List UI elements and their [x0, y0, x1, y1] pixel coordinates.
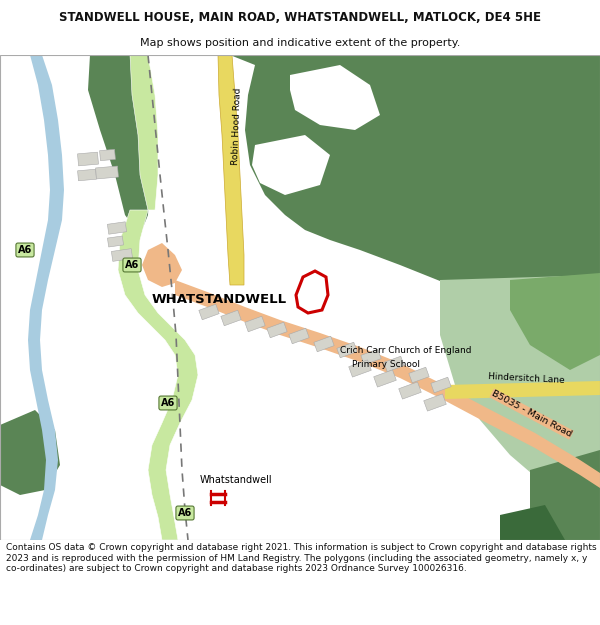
- Polygon shape: [440, 275, 600, 495]
- Polygon shape: [349, 360, 371, 377]
- Polygon shape: [88, 55, 150, 235]
- Text: Crich Carr Church of England: Crich Carr Church of England: [340, 346, 472, 355]
- Polygon shape: [245, 316, 265, 332]
- Polygon shape: [290, 65, 380, 130]
- Polygon shape: [510, 273, 600, 370]
- Polygon shape: [374, 370, 396, 387]
- Text: Contains OS data © Crown copyright and database right 2021. This information is : Contains OS data © Crown copyright and d…: [6, 543, 596, 573]
- Polygon shape: [337, 342, 357, 357]
- Polygon shape: [0, 410, 60, 495]
- Text: A6: A6: [125, 260, 139, 270]
- Polygon shape: [221, 310, 241, 326]
- Polygon shape: [77, 169, 97, 181]
- Polygon shape: [28, 55, 64, 540]
- Polygon shape: [289, 328, 309, 344]
- Polygon shape: [230, 55, 600, 385]
- Polygon shape: [142, 243, 182, 287]
- Polygon shape: [399, 382, 421, 399]
- Polygon shape: [199, 304, 219, 320]
- Polygon shape: [118, 210, 198, 540]
- Polygon shape: [500, 505, 565, 540]
- Polygon shape: [267, 322, 287, 338]
- Polygon shape: [107, 236, 124, 247]
- Polygon shape: [530, 450, 600, 540]
- Polygon shape: [445, 381, 600, 399]
- Polygon shape: [130, 55, 158, 210]
- Polygon shape: [175, 280, 600, 488]
- Text: Hindersitch Lane: Hindersitch Lane: [488, 372, 565, 385]
- Polygon shape: [107, 222, 127, 234]
- Polygon shape: [252, 135, 330, 195]
- Polygon shape: [384, 356, 404, 372]
- Text: A6: A6: [178, 508, 192, 518]
- Polygon shape: [77, 152, 98, 166]
- Polygon shape: [314, 336, 334, 352]
- Polygon shape: [431, 378, 451, 392]
- Polygon shape: [218, 55, 244, 285]
- Text: Whatstandwell: Whatstandwell: [200, 475, 272, 485]
- Text: Primary School: Primary School: [352, 360, 420, 369]
- Polygon shape: [424, 394, 446, 411]
- Polygon shape: [100, 149, 115, 161]
- Text: A6: A6: [161, 398, 175, 408]
- Polygon shape: [95, 166, 118, 179]
- Text: B5035 - Main Road: B5035 - Main Road: [490, 389, 573, 439]
- Polygon shape: [409, 368, 429, 382]
- Text: STANDWELL HOUSE, MAIN ROAD, WHATSTANDWELL, MATLOCK, DE4 5HE: STANDWELL HOUSE, MAIN ROAD, WHATSTANDWEL…: [59, 11, 541, 24]
- Text: WHATSTANDWELL: WHATSTANDWELL: [152, 293, 287, 306]
- Polygon shape: [112, 249, 133, 261]
- Polygon shape: [361, 349, 381, 365]
- Text: Map shows position and indicative extent of the property.: Map shows position and indicative extent…: [140, 38, 460, 48]
- Text: A6: A6: [18, 245, 32, 255]
- Text: Robin Hood Road: Robin Hood Road: [231, 88, 243, 165]
